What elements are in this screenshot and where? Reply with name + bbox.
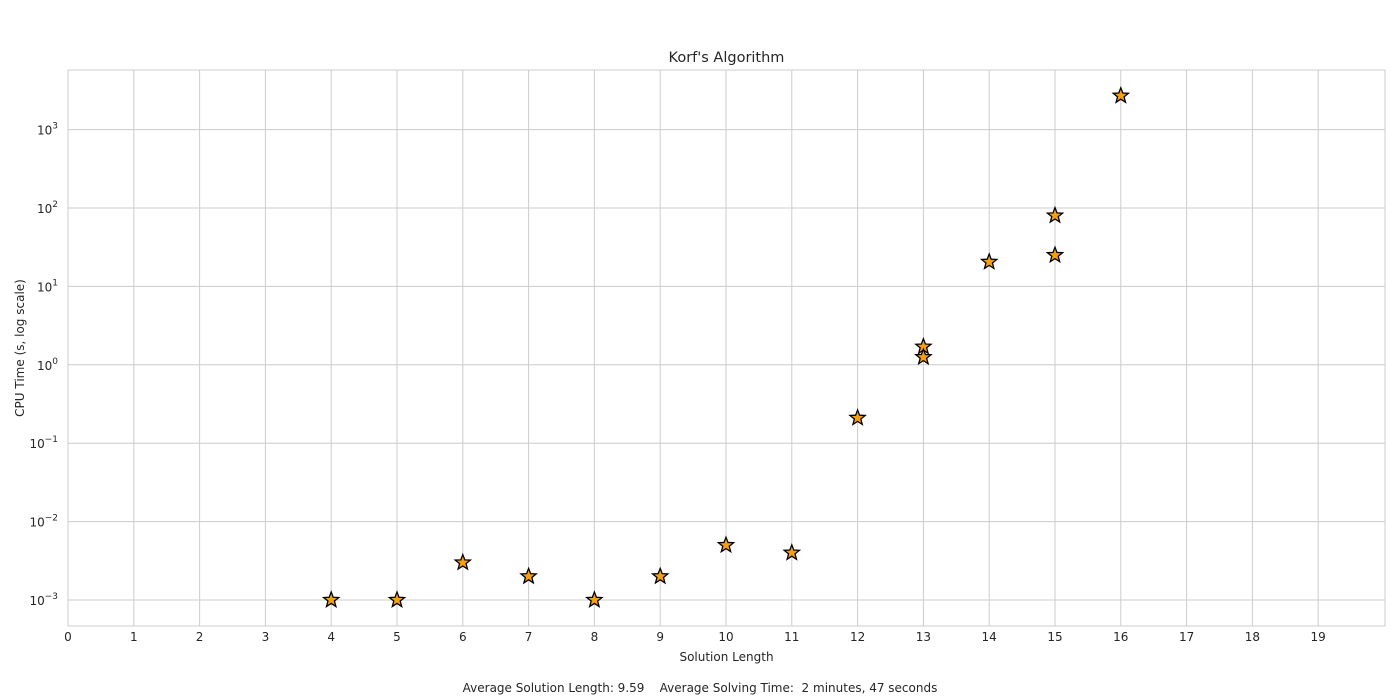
data-point-star bbox=[1045, 205, 1065, 224]
chart-title: Korf's Algorithm bbox=[669, 50, 785, 66]
x-tick-label: 3 bbox=[262, 630, 270, 644]
data-point-star bbox=[848, 408, 867, 426]
x-tick-label: 11 bbox=[784, 630, 799, 644]
x-tick-label: 12 bbox=[850, 630, 865, 644]
x-tick-label: 1 bbox=[130, 630, 138, 644]
x-tick-label: 8 bbox=[591, 630, 599, 644]
x-tick-label: 19 bbox=[1311, 630, 1326, 644]
tick-labels: 0 1 2 3 4 5 6 7 8 9 10 11 12 13 14 15 16 17 18 1910−310−210… bbox=[29, 122, 1325, 644]
data-point-star bbox=[914, 347, 933, 366]
data-points bbox=[321, 85, 1131, 608]
x-tick-label: 10 bbox=[718, 630, 733, 644]
data-point-star bbox=[1045, 245, 1065, 264]
data-point-star bbox=[387, 590, 407, 608]
x-tick-label: 0 bbox=[64, 630, 72, 644]
footer-summary: Average Solution Length: 9.59 Average So… bbox=[463, 681, 938, 695]
y-tick-label: 10−1 bbox=[29, 435, 58, 451]
y-axis-label: CPU Time (s, log scale) bbox=[13, 279, 27, 417]
x-tick-label: 7 bbox=[525, 630, 533, 644]
x-tick-label: 5 bbox=[393, 630, 401, 644]
x-tick-label: 15 bbox=[1047, 630, 1062, 644]
x-tick-label: 2 bbox=[196, 630, 204, 644]
y-tick-label: 10−2 bbox=[29, 514, 58, 530]
x-tick-label: 16 bbox=[1113, 630, 1128, 644]
x-tick-label: 18 bbox=[1245, 630, 1260, 644]
y-tick-label: 100 bbox=[37, 357, 58, 373]
data-point-star bbox=[979, 252, 999, 270]
data-point-star bbox=[650, 566, 670, 585]
data-point-star bbox=[519, 566, 538, 585]
y-tick-label: 10−3 bbox=[29, 592, 58, 608]
plot-frame bbox=[67, 69, 1386, 627]
y-tick-label: 103 bbox=[37, 122, 58, 138]
data-point-star bbox=[321, 590, 341, 608]
x-tick-label: 6 bbox=[459, 630, 467, 644]
data-point-star bbox=[585, 590, 604, 608]
x-tick-label: 17 bbox=[1179, 630, 1194, 644]
y-tick-label: 101 bbox=[37, 278, 58, 294]
y-tick-label: 102 bbox=[37, 200, 58, 216]
data-point-star bbox=[453, 552, 473, 571]
x-tick-label: 14 bbox=[982, 630, 997, 644]
x-tick-label: 9 bbox=[656, 630, 664, 644]
x-axis-label: Solution Length bbox=[679, 650, 773, 664]
data-point-star bbox=[1111, 85, 1131, 104]
x-tick-label: 13 bbox=[916, 630, 931, 644]
data-point-star bbox=[782, 542, 802, 561]
x-tick-label: 4 bbox=[327, 630, 335, 644]
data-point-star bbox=[716, 535, 736, 554]
